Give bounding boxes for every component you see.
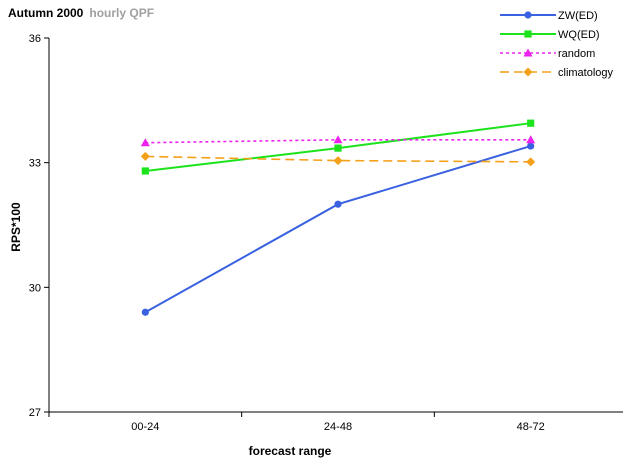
legend-label: random <box>558 48 595 60</box>
legend-label: climatology <box>558 67 614 79</box>
data-point <box>527 142 535 150</box>
axes: 27 30 33 36 00-24 24-48 48-72 <box>29 33 623 433</box>
series-lines <box>140 119 536 316</box>
data-point <box>141 308 149 316</box>
data-point <box>526 135 536 144</box>
data-point <box>333 156 343 166</box>
data-point <box>333 135 343 144</box>
legend: ZW(ED) WQ(ED) random climatology <box>500 10 614 79</box>
y-axis-title: RPS*100 <box>9 202 23 252</box>
data-point <box>334 144 342 152</box>
x-tick-label: 48-72 <box>517 421 545 433</box>
data-point <box>334 200 342 208</box>
legend-marker <box>523 48 533 57</box>
data-point <box>526 157 536 167</box>
x-axis-title: forecast range <box>249 444 332 458</box>
data-point <box>140 138 150 147</box>
legend-label: ZW(ED) <box>558 10 598 22</box>
legend-marker <box>524 30 532 38</box>
chart-title: Autumn 2000 hourly QPF <box>8 6 154 20</box>
y-tick-label: 27 <box>29 407 41 419</box>
data-point <box>140 151 150 161</box>
legend-label: WQ(ED) <box>558 29 600 41</box>
chart-title-main: Autumn 2000 <box>8 6 84 20</box>
y-tick-label: 36 <box>29 33 41 45</box>
data-point <box>141 167 149 175</box>
x-tick-label: 24-48 <box>324 421 352 433</box>
x-tick-label: 00-24 <box>131 421 159 433</box>
data-point <box>527 119 535 127</box>
chart-subtitle: hourly QPF <box>89 6 155 20</box>
legend-marker <box>524 11 532 19</box>
series-line <box>145 155 531 163</box>
legend-marker <box>523 67 533 77</box>
y-tick-label: 30 <box>29 282 41 294</box>
series-line <box>144 145 531 314</box>
y-tick-label: 33 <box>29 158 41 170</box>
